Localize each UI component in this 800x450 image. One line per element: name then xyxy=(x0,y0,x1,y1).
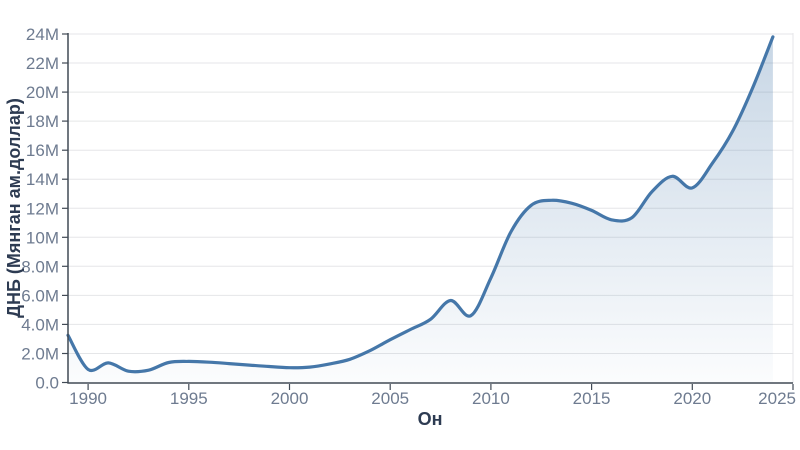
y-tick-label: 22M xyxy=(26,54,59,73)
y-tick-label: 0.0 xyxy=(35,374,59,393)
y-tick-label: 24M xyxy=(26,25,59,44)
y-tick-label: 8.0M xyxy=(21,257,59,276)
y-tick-label: 16M xyxy=(26,141,59,160)
y-axis-title: ДНБ (Мянган ам.доллар) xyxy=(4,98,24,318)
area-fill xyxy=(68,36,773,383)
y-tick-label: 6.0M xyxy=(21,286,59,305)
series-line xyxy=(66,35,775,374)
y-tick-label: 10M xyxy=(26,228,59,247)
y-tick-label: 18M xyxy=(26,112,59,131)
x-tick-label: 1990 xyxy=(69,389,107,408)
x-tick-label: 1995 xyxy=(170,389,208,408)
y-tick-label: 14M xyxy=(26,170,59,189)
x-tick-label: 2020 xyxy=(673,389,711,408)
x-axis-title: Он xyxy=(418,409,443,429)
y-axis-tick-labels: 0.0 2.0M 4.0M 6.0M 8.0M 10M 12M 14M 16M 18M 20M 22M… xyxy=(21,25,59,393)
y-tick-label: 20M xyxy=(26,83,59,102)
x-tick-label: 2025 xyxy=(758,389,796,408)
x-axis-tick-labels: 1990 1995 2000 2005 2010 2015 2020 2025 xyxy=(69,389,796,408)
x-tick-label: 2010 xyxy=(472,389,510,408)
x-tick-label: 2005 xyxy=(371,389,409,408)
y-tick-label: 12M xyxy=(26,199,59,218)
y-tick-label: 4.0M xyxy=(21,315,59,334)
y-tick-label: 2.0M xyxy=(21,345,59,364)
x-tick-label: 2015 xyxy=(573,389,611,408)
x-tick-label: 2000 xyxy=(271,389,309,408)
axis-ticks xyxy=(62,33,794,390)
gridlines xyxy=(68,33,794,383)
